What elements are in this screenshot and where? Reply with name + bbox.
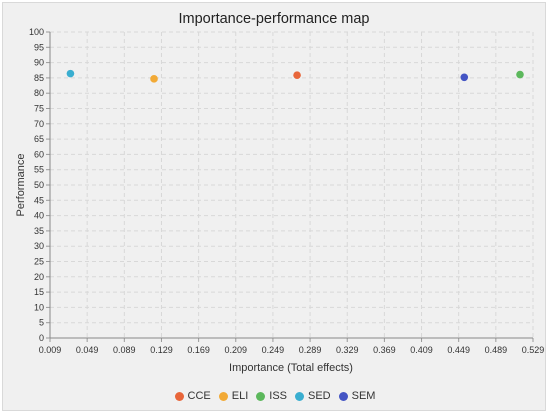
x-tick-label: 0.329 — [336, 345, 359, 355]
y-tick-label: 70 — [34, 119, 44, 129]
legend-item-sed[interactable]: SED — [295, 390, 331, 402]
legend-swatch — [218, 391, 228, 401]
x-tick-label: 0.129 — [150, 345, 173, 355]
chart-title: Importance-performance map — [179, 11, 370, 27]
y-tick-label: 90 — [34, 58, 44, 68]
data-point-eli — [150, 75, 158, 83]
data-point-sem — [460, 73, 469, 82]
y-tick-label: 0 — [39, 333, 44, 343]
legend-swatch — [295, 391, 304, 401]
y-tick-label: 80 — [34, 88, 44, 98]
y-axis-label: Performance — [15, 154, 27, 217]
plot-area: 0.009 0.049 0.089 0.129 0.169 0.209 0.249 0.289… — [29, 27, 544, 355]
legend-label: SED — [308, 390, 331, 402]
legend-item-iss[interactable]: ISS — [256, 390, 287, 402]
y-tick-label: 45 — [34, 195, 44, 205]
x-tick-label: 0.529 — [522, 345, 545, 355]
legend-swatch — [174, 391, 184, 401]
y-tick-label: 60 — [34, 149, 44, 159]
x-axis-label: Importance (Total effects) — [229, 362, 353, 374]
legend-swatch — [338, 391, 348, 401]
x-tick-label: 0.449 — [447, 345, 470, 355]
x-tick-label: 0.089 — [113, 345, 136, 355]
legend-label: SEM — [351, 390, 376, 402]
data-point-iss — [516, 70, 524, 79]
y-tick-label: 100 — [29, 27, 44, 37]
y-tick-label: 40 — [34, 211, 44, 221]
y-tick-label: 75 — [34, 104, 44, 114]
x-tick-label: 0.249 — [262, 345, 285, 355]
y-tick-label: 5 — [39, 318, 44, 328]
x-tick-label: 0.409 — [410, 345, 433, 355]
x-tick-label: 0.489 — [485, 345, 508, 355]
y-tick-label: 65 — [34, 134, 44, 144]
y-tick-label: 20 — [34, 272, 44, 282]
chart-frame — [2, 2, 546, 411]
legend: CCE ELI ISS SED SEM — [0, 390, 550, 402]
y-tick-label: 25 — [34, 257, 44, 267]
x-tick-label: 0.289 — [299, 345, 322, 355]
x-tick-label: 0.049 — [76, 345, 99, 355]
y-tick-label: 85 — [34, 73, 44, 83]
x-tick-label: 0.209 — [225, 345, 248, 355]
y-tick-label: 35 — [34, 226, 44, 236]
legend-item-eli[interactable]: ELI — [218, 390, 249, 402]
y-tick-label: 10 — [34, 302, 44, 312]
legend-item-cce[interactable]: CCE — [174, 390, 211, 402]
x-tick-label: 0.369 — [373, 345, 396, 355]
legend-swatch — [256, 391, 266, 401]
y-tick-label: 30 — [34, 241, 44, 251]
x-tick-label: 0.009 — [39, 345, 62, 355]
x-tick-label: 0.169 — [187, 345, 210, 355]
y-tick-label: 15 — [34, 287, 44, 297]
legend-label: ISS — [269, 390, 287, 402]
legend-label: CCE — [187, 390, 211, 402]
y-tick-label: 55 — [34, 165, 44, 175]
y-tick-label: 50 — [34, 180, 44, 190]
legend-item-sem[interactable]: SEM — [338, 390, 376, 402]
y-tick-label: 95 — [34, 42, 44, 52]
data-point-sed — [66, 69, 75, 78]
data-point-cce — [293, 71, 301, 79]
legend-label: ELI — [231, 390, 249, 402]
